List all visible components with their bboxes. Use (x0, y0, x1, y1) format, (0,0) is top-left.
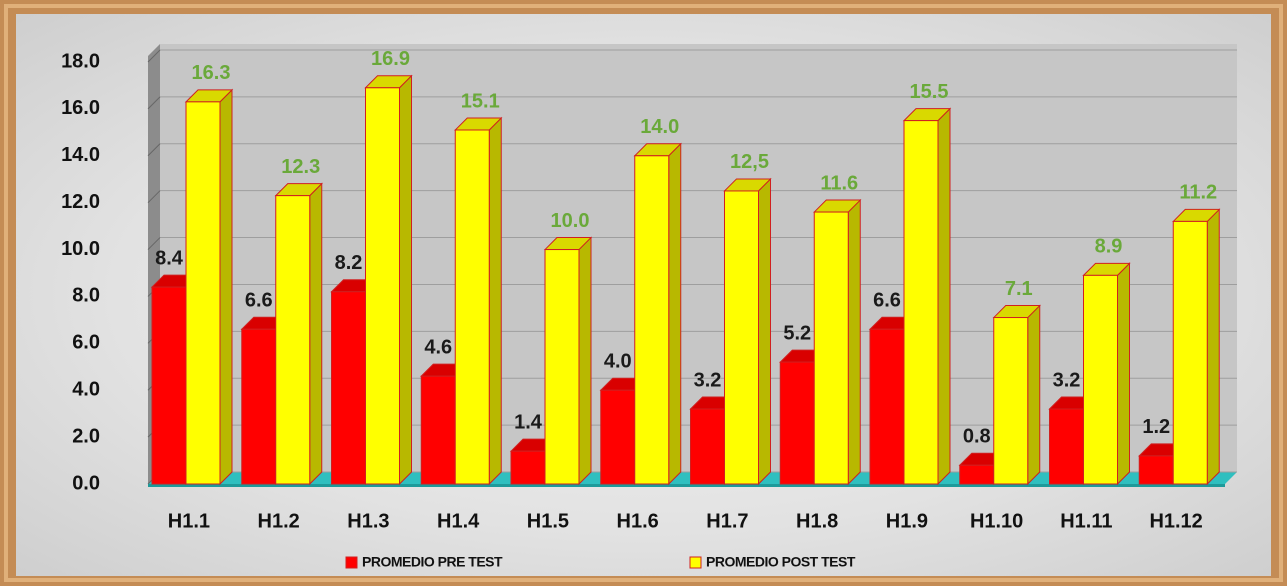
value-label: 11.6 (820, 172, 858, 194)
y-tick-label: 6.0 (72, 332, 100, 354)
bar-side (1117, 262, 1130, 486)
x-tick-label: H1.7 (706, 510, 748, 532)
value-label: 1.2 (1142, 416, 1170, 438)
value-label: 3.2 (694, 369, 722, 391)
grid-line-side (147, 237, 161, 250)
value-label: 15.1 (461, 90, 500, 112)
value-label: 4.0 (604, 351, 632, 373)
bar-side (219, 88, 233, 486)
y-tick-label: 16.0 (61, 97, 100, 119)
bar (241, 328, 277, 485)
bar-side (668, 142, 682, 486)
bar (1138, 455, 1174, 485)
bar (813, 211, 849, 485)
y-tick-label: 12.0 (61, 191, 100, 213)
value-label: 1.4 (514, 411, 543, 433)
x-tick-label: H1.10 (970, 510, 1023, 532)
y-tick-label: 2.0 (72, 425, 100, 447)
bar (903, 120, 939, 485)
value-label: 12.3 (281, 156, 320, 178)
bar (690, 408, 725, 485)
bar-side (937, 107, 951, 486)
bar-side (847, 198, 861, 486)
y-tick-label: 10.0 (61, 238, 100, 260)
y-tick-label: 4.0 (72, 379, 100, 401)
bar (151, 286, 187, 485)
y-tick-label: 18.0 (61, 50, 100, 72)
grid-line-side (147, 49, 161, 63)
back-wall (160, 44, 1237, 472)
value-label: 15.5 (910, 81, 949, 103)
bar-side (1027, 304, 1041, 486)
bar (454, 129, 490, 485)
value-label: 16.3 (192, 62, 231, 84)
x-tick-label: H1.2 (258, 510, 300, 532)
legend-swatch (345, 556, 358, 569)
x-tick-label: H1.1 (168, 510, 210, 532)
bar (1049, 408, 1084, 485)
grid-line-side (147, 143, 161, 157)
bar-side (1206, 208, 1220, 486)
bar (634, 155, 670, 485)
bar (510, 450, 546, 485)
x-tick-label: H1.3 (347, 510, 389, 532)
value-label: 7.1 (1005, 278, 1033, 300)
value-label: 8.4 (155, 247, 184, 269)
bar-side (758, 177, 771, 486)
bar (1083, 274, 1118, 485)
bar (420, 375, 456, 485)
legend-swatch (689, 556, 702, 569)
x-tick-label: H1.9 (886, 510, 928, 532)
legend-label: PROMEDIO POST TEST (706, 554, 856, 570)
bar (993, 317, 1029, 485)
y-tick-label: 0.0 (72, 472, 100, 494)
x-tick-label: H1.11 (1060, 510, 1112, 532)
bar (959, 464, 995, 485)
value-label: 5.2 (783, 322, 811, 344)
value-label: 8.2 (335, 252, 363, 274)
bar (869, 328, 905, 485)
bar (544, 249, 580, 485)
bar (724, 190, 759, 485)
x-tick-label: H1.12 (1149, 510, 1202, 532)
grid-line-side (147, 190, 161, 204)
x-tick-label: H1.4 (437, 510, 480, 532)
bar (600, 389, 636, 485)
frame-edge (4, 4, 1283, 582)
bar (275, 195, 311, 485)
x-tick-label: H1.5 (527, 510, 569, 532)
value-label: 4.6 (424, 336, 452, 358)
y-tick-label: 8.0 (72, 285, 100, 307)
grid-line-side (147, 96, 161, 110)
value-label: 16.9 (371, 48, 410, 70)
value-label: 8.9 (1095, 236, 1123, 258)
value-label: 11.2 (1179, 182, 1217, 204)
bar (779, 361, 815, 485)
bar-side (309, 182, 323, 486)
value-label: 6.6 (245, 290, 273, 312)
floor-edge (148, 484, 1225, 487)
x-tick-label: H1.8 (796, 510, 838, 532)
legend-label: PROMEDIO PRE TEST (362, 554, 503, 570)
value-label: 14.0 (640, 116, 679, 138)
bar (1172, 220, 1208, 485)
x-tick-label: H1.6 (617, 510, 659, 532)
value-label: 6.6 (873, 290, 901, 312)
value-label: 3.2 (1053, 369, 1081, 391)
bar-side (578, 236, 592, 486)
value-label: 12,5 (730, 151, 769, 173)
bar (365, 87, 400, 485)
bar (331, 291, 366, 485)
value-label: 0.8 (963, 426, 991, 448)
bar-side (488, 116, 502, 486)
value-label: 10.0 (551, 210, 590, 232)
bar (185, 101, 221, 485)
y-tick-label: 14.0 (61, 144, 100, 166)
bar-side (399, 74, 412, 486)
